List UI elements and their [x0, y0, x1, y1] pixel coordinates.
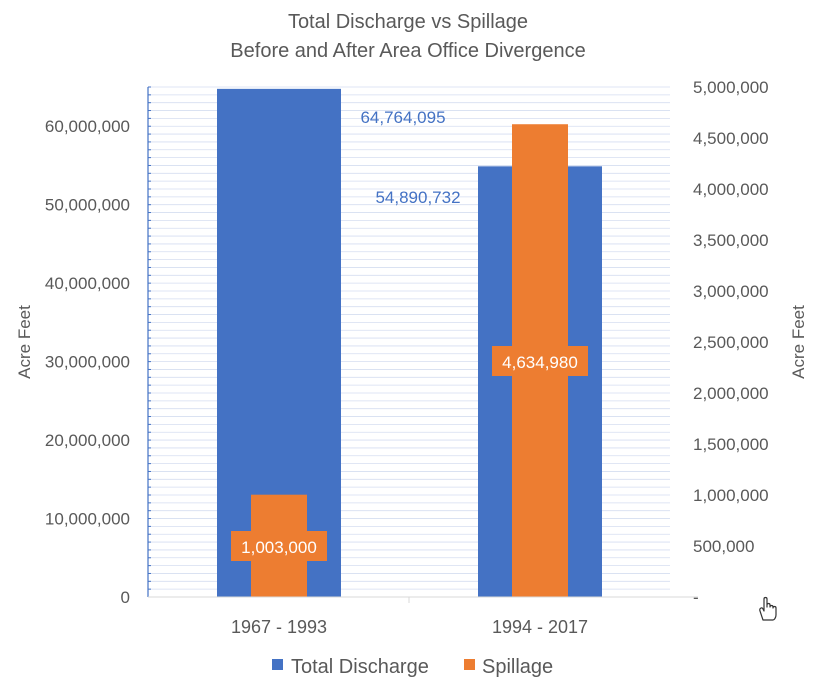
- data-label-spillage-box: [231, 531, 327, 561]
- y-axis-left-tick-label: 10,000,000: [45, 510, 130, 529]
- hand-pointer-icon: [759, 596, 777, 621]
- axes: 0 10,000,000 20,000,000 30,000,000 40,000,00…: [45, 78, 769, 637]
- y-axis-right-label: Acre Feet: [789, 305, 808, 379]
- data-label-spillage-box: [492, 346, 588, 376]
- y-axis-right-tick-label: 4,000,000: [693, 180, 769, 199]
- data-label-total-discharge: 54,890,732: [375, 188, 460, 207]
- y-axis-left-tick-label: 60,000,000: [45, 117, 130, 136]
- legend-swatch-spillage: [464, 659, 475, 670]
- y-axis-left-tick-label: 30,000,000: [45, 353, 130, 372]
- y-axis-right-tick-label: 3,000,000: [693, 282, 769, 301]
- legend-swatch-total-discharge: [272, 659, 283, 670]
- y-axis-right-tick-label: 5,000,000: [693, 78, 769, 97]
- y-axis-right-tick-label: 2,500,000: [693, 333, 769, 352]
- y-axis-left-tick-label: 0: [121, 588, 130, 607]
- x-axis-tick-label: 1967 - 1993: [231, 617, 327, 637]
- x-axis-tick-label: 1994 - 2017: [492, 617, 588, 637]
- y-axis-left-tick-label: 50,000,000: [45, 196, 130, 215]
- y-axis-right-tick-label: 3,500,000: [693, 231, 769, 250]
- data-labels: 64,764,095 54,890,732 1,003,000 4,634,980: [231, 108, 588, 561]
- legend-label-total-discharge: Total Discharge: [291, 656, 429, 678]
- legend-label-spillage: Spillage: [482, 656, 553, 678]
- data-label-total-discharge: 64,764,095: [360, 108, 445, 127]
- y-axis-right-tick-label: -: [693, 588, 699, 607]
- y-axis-right-tick-label: 2,000,000: [693, 384, 769, 403]
- y-axis-left-label: Acre Feet: [15, 305, 34, 379]
- y-axis-left-tick-label: 20,000,000: [45, 431, 130, 450]
- chart-subtitle: Before and After Area Office Divergence: [230, 40, 585, 62]
- data-label-spillage: 1,003,000: [241, 538, 317, 557]
- y-axis-left-tick-label: 40,000,000: [45, 274, 130, 293]
- chart-title: Total Discharge vs Spillage: [288, 11, 528, 33]
- y-axis-right-tick-label: 4,500,000: [693, 129, 769, 148]
- y-axis-right-tick-label: 1,500,000: [693, 435, 769, 454]
- y-axis-right-tick-label: 500,000: [693, 537, 754, 556]
- legend: Total Discharge Spillage: [272, 656, 553, 678]
- data-label-spillage: 4,634,980: [502, 353, 578, 372]
- y-axis-right-tick-label: 1,000,000: [693, 486, 769, 505]
